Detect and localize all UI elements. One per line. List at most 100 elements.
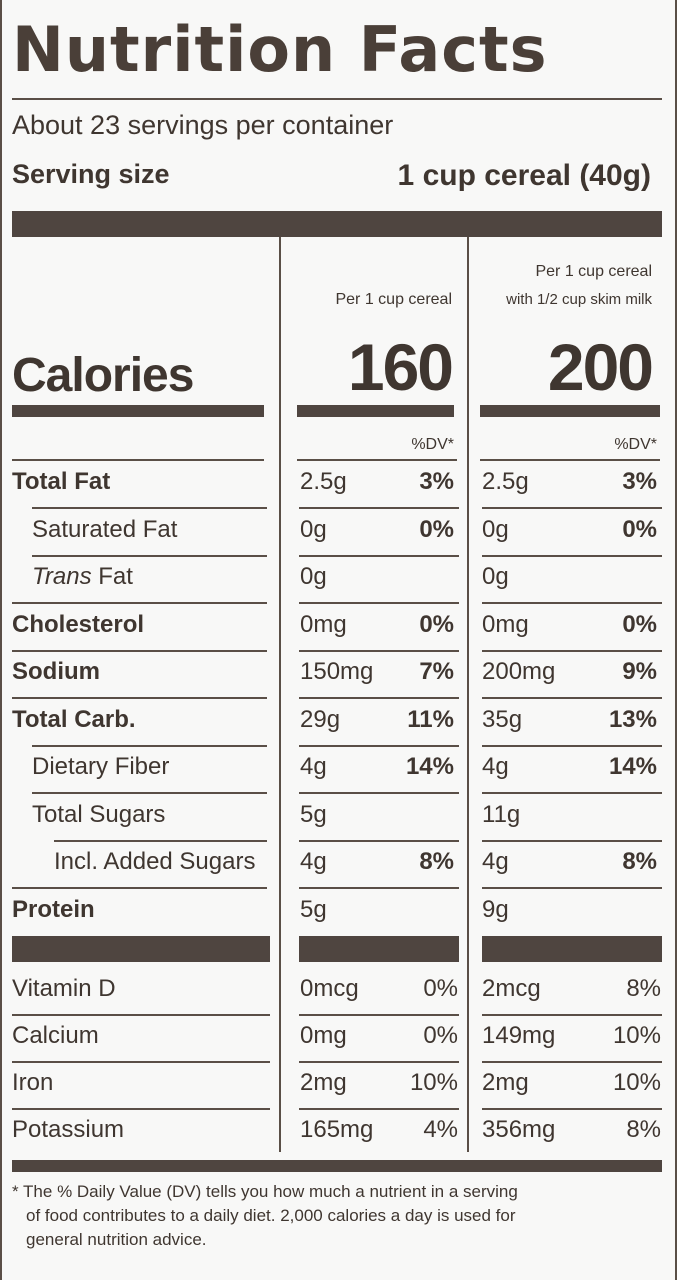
servings-per-container: About 23 servings per container [12, 110, 394, 140]
col2-amount: 356mg [482, 1116, 556, 1143]
col1-dv: 11% [407, 705, 454, 733]
column-divider-2 [467, 237, 469, 1152]
row-divider [482, 1061, 662, 1063]
col1-dv: 10% [409, 1069, 458, 1096]
row-divider [299, 507, 459, 509]
row-divider [299, 697, 459, 699]
nutrient-name: Total Sugars [32, 800, 166, 828]
col2-dv: 9% [622, 658, 657, 685]
calories-col2: 200 [547, 330, 654, 404]
row-divider [299, 887, 459, 889]
row-divider [12, 1061, 270, 1063]
col2-dv: 8% [622, 848, 657, 875]
col2-header-line1: Per 1 cup cereal [535, 263, 652, 280]
col1-amount: 150mg [300, 658, 374, 685]
col1-dv: 3% [419, 468, 454, 495]
nutrient-name: Cholesterol [12, 610, 145, 638]
row-divider [32, 507, 267, 509]
thick-bar-mid-1 [12, 936, 270, 962]
row-divider [12, 887, 267, 889]
col2-dv: 13% [608, 705, 657, 733]
thick-bar-mid-3 [482, 936, 662, 962]
calories-label: Calories [12, 349, 194, 402]
col1-amount: 5g [300, 895, 327, 923]
row-divider [299, 745, 459, 747]
row-divider [12, 697, 267, 699]
nutrient-name: Trans Fat [32, 562, 133, 592]
serving-size-value: 1 cup cereal (40g) [397, 159, 651, 192]
nutrient-name: Incl. Added Sugars [54, 848, 256, 875]
col1-dv: 0% [423, 975, 458, 1002]
col2-dv: 8% [626, 1116, 661, 1143]
row-divider [12, 650, 267, 652]
col1-amount: 4g [300, 848, 327, 875]
row-divider [482, 650, 662, 652]
nutrient-name-rest: Fat [91, 563, 133, 590]
col2-dv: 10% [612, 1069, 661, 1096]
col1-dv: 0% [419, 515, 454, 543]
col2-amount: 2mg [482, 1069, 529, 1096]
col2-amount: 11g [482, 800, 521, 828]
col2-amount: 4g [482, 753, 509, 780]
col1-dv: 14% [405, 753, 454, 780]
col1-dv: 0% [423, 1022, 458, 1049]
row-divider [54, 840, 267, 842]
row-divider [299, 1061, 459, 1063]
nutrient-name: Sodium [12, 658, 100, 685]
row-divider [299, 1014, 459, 1016]
row-divider [482, 697, 662, 699]
thick-bar-top [12, 211, 662, 237]
thick-bar-mid-2 [299, 936, 459, 962]
footnote: * The % Daily Value (DV) tells you how m… [12, 1180, 652, 1252]
col1-amount: 0g [300, 563, 327, 590]
row-divider [12, 602, 267, 604]
row-divider [299, 840, 459, 842]
vitamin-name: Iron [12, 1069, 54, 1096]
col1-amount: 0mcg [300, 975, 359, 1002]
row-divider [482, 602, 662, 604]
col2-amount: 200mg [482, 658, 556, 685]
row-divider [12, 1108, 270, 1110]
col1-amount: 29g [300, 705, 341, 733]
row-divider [32, 745, 267, 747]
col1-amount: 5g [300, 800, 327, 828]
col2-header-line2: with 1/2 cup skim milk [506, 291, 652, 308]
col2-amount: 9g [482, 895, 509, 923]
label-title: Nutrition Facts [12, 13, 548, 86]
row-divider [482, 840, 662, 842]
row-divider [482, 745, 662, 747]
col2-amount: 4g [482, 848, 509, 875]
row-divider [480, 459, 660, 461]
row-divider [482, 887, 662, 889]
row-divider [297, 459, 457, 461]
col1-amount: 0mg [300, 1022, 347, 1049]
col1-dv: 0% [419, 610, 454, 638]
col2-amount: 0g [482, 515, 509, 543]
col1-dv: 7% [419, 658, 454, 685]
col2-amount: 0g [482, 563, 509, 590]
col2-amount: 2mcg [482, 975, 541, 1002]
row-divider [482, 555, 662, 557]
nutrient-name: Dietary Fiber [32, 753, 170, 780]
nutrient-name: Total Carb. [12, 705, 136, 733]
footnote-line1: The % Daily Value (DV) tells you how muc… [23, 1182, 518, 1201]
row-divider [299, 602, 459, 604]
dv-header-col2: %DV* [614, 436, 657, 453]
row-divider [299, 555, 459, 557]
row-divider [299, 1108, 459, 1110]
col2-amount: 149mg [482, 1022, 556, 1049]
row-divider [32, 555, 267, 557]
col1-amount: 2.5g [300, 468, 347, 495]
calories-bar-3 [480, 405, 660, 417]
vitamin-name: Potassium [12, 1116, 125, 1143]
row-divider [12, 1014, 270, 1016]
row-divider [482, 507, 662, 509]
row-divider [32, 792, 267, 794]
nutrient-name: Protein [12, 895, 95, 923]
footnote-star: * [12, 1182, 19, 1201]
col2-amount: 0mg [482, 610, 529, 638]
col1-amount: 0g [300, 515, 327, 543]
row-divider [12, 459, 264, 461]
divider [12, 98, 662, 100]
